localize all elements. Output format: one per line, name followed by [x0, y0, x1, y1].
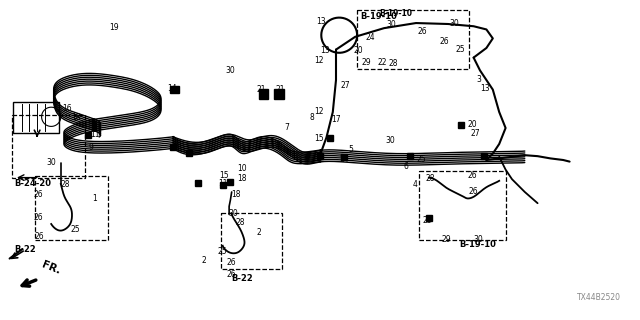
Text: 28: 28 [61, 180, 70, 189]
Text: 14: 14 [166, 84, 177, 93]
Text: 30: 30 [228, 209, 239, 218]
Text: 28: 28 [388, 60, 397, 68]
Text: 13: 13 [320, 46, 330, 55]
Text: 18: 18 [231, 190, 240, 199]
Polygon shape [274, 89, 284, 99]
Text: B-24-20: B-24-20 [14, 179, 51, 188]
Text: B-22: B-22 [232, 274, 253, 283]
Text: 8: 8 [310, 113, 315, 122]
Text: 1: 1 [92, 194, 97, 203]
Text: 27: 27 [470, 129, 480, 138]
Text: 21: 21 [257, 85, 266, 94]
Text: 20: 20 [467, 120, 477, 129]
Text: 26: 26 [227, 258, 237, 267]
Text: 30: 30 [474, 235, 484, 244]
Text: 6: 6 [404, 162, 409, 171]
Text: 19: 19 [109, 23, 119, 32]
Text: TX44B2520: TX44B2520 [577, 293, 621, 302]
Text: 20: 20 [353, 46, 364, 55]
Text: B-19-10: B-19-10 [379, 9, 412, 18]
Bar [35, 176, 108, 240]
Text: 17: 17 [331, 116, 341, 124]
Text: 30: 30 [225, 66, 236, 75]
Text: 26: 26 [33, 213, 44, 222]
Text: 28: 28 [236, 218, 244, 227]
Text: 12: 12 [314, 56, 323, 65]
Text: 27: 27 [340, 81, 351, 90]
Text: 25: 25 [218, 247, 228, 256]
Text: 25: 25 [70, 225, 81, 234]
Text: B-22: B-22 [14, 245, 36, 254]
Text: 26: 26 [467, 171, 477, 180]
Polygon shape [170, 86, 179, 93]
Text: 13: 13 [316, 17, 326, 26]
Text: 26: 26 [440, 37, 450, 46]
Text: 30: 30 [387, 20, 397, 29]
Bar [12, 115, 85, 178]
Text: 26: 26 [227, 270, 237, 279]
Text: 2: 2 [257, 228, 262, 237]
Text: 9: 9 [88, 143, 93, 152]
Text: 29: 29 [361, 58, 371, 67]
Text: 22: 22 [378, 58, 387, 67]
Text: 18: 18 [237, 174, 246, 183]
Text: 3: 3 [476, 75, 481, 84]
Text: 26: 26 [35, 232, 45, 241]
Text: 28: 28 [426, 174, 435, 183]
Text: B-19-10: B-19-10 [360, 12, 397, 21]
Text: 24: 24 [339, 155, 349, 164]
Bar [419, 171, 506, 240]
Bar [221, 213, 282, 269]
Text: 26: 26 [417, 27, 428, 36]
Bar [357, 10, 469, 69]
Bar [13, 102, 59, 133]
Text: 30: 30 [449, 20, 460, 28]
Text: 2: 2 [201, 256, 206, 265]
Text: 4: 4 [412, 180, 417, 189]
Text: 26: 26 [468, 187, 479, 196]
Text: 29: 29 [442, 235, 452, 244]
Text: 30: 30 [46, 158, 56, 167]
Text: 26: 26 [33, 190, 44, 199]
Text: 13: 13 [480, 84, 490, 93]
Text: 16: 16 [62, 104, 72, 113]
Text: 12: 12 [314, 107, 323, 116]
Text: 25: 25 [456, 45, 466, 54]
Text: 7: 7 [284, 123, 289, 132]
Text: 15: 15 [314, 134, 324, 143]
Text: 23: 23 [422, 216, 433, 225]
Text: 5: 5 [348, 145, 353, 154]
Text: 24: 24 [365, 33, 375, 42]
Text: 11: 11 [90, 130, 99, 139]
Text: 10: 10 [237, 164, 247, 173]
Text: 21: 21 [276, 85, 285, 94]
Text: 18: 18 [71, 113, 80, 122]
Text: 25: 25 [416, 155, 426, 164]
Text: FR.: FR. [40, 260, 62, 276]
Text: 30: 30 [385, 136, 396, 145]
Text: 15: 15 [219, 171, 229, 180]
Text: B-19-10: B-19-10 [460, 240, 497, 249]
Text: 11: 11 [218, 180, 227, 188]
Polygon shape [259, 89, 268, 99]
